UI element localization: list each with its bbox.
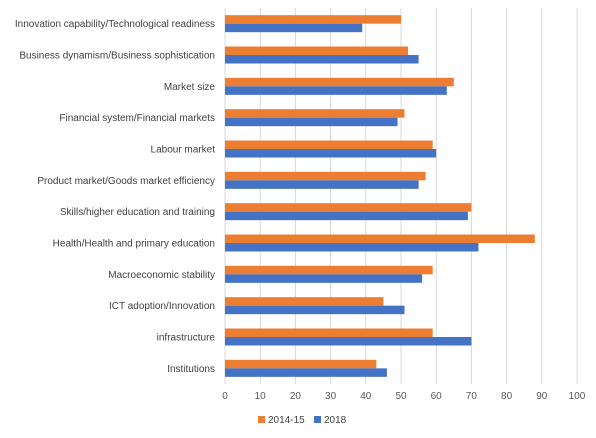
category-label: Skills/higher education and training [60, 207, 215, 218]
bar-2014-15-4 [225, 140, 433, 149]
bar-2014-15-8 [225, 265, 433, 275]
bar-2018-1 [225, 55, 419, 64]
bar-2018-5 [225, 180, 419, 189]
category-label: Innovation capability/Technological read… [15, 19, 215, 30]
gridlines [224, 8, 578, 384]
bar-2018-10 [225, 337, 472, 346]
legend-label-2014-15: 2014-15 [268, 415, 305, 426]
category-label: Product market/Goods market efficiency [37, 176, 215, 187]
bar-2014-15-5 [225, 171, 426, 181]
x-tick-label: 70 [466, 391, 478, 402]
bar-2014-15-6 [225, 203, 472, 212]
bar-2018-7 [225, 243, 479, 252]
x-tick-label: 90 [536, 391, 548, 402]
category-labels: Innovation capability/Technological read… [15, 19, 216, 375]
legend: 2014-15 2018 [258, 415, 347, 426]
x-tick-label: 100 [569, 391, 586, 402]
bar-2018-3 [225, 117, 398, 127]
category-label: Labour market [151, 145, 216, 156]
bar-2014-15-2 [225, 77, 454, 87]
bar-2014-15-7 [225, 234, 535, 243]
category-label: Macroeconomic stability [108, 270, 215, 281]
category-label: infrastructure [157, 333, 216, 344]
bar-2014-15-10 [225, 328, 433, 337]
bar-2018-6 [225, 211, 468, 221]
category-label: Health/Health and primary education [53, 239, 215, 250]
legend-swatch-2018 [314, 416, 321, 423]
bar-2014-15-11 [225, 359, 377, 369]
bar-2014-15-9 [225, 297, 384, 306]
category-label: Institutions [167, 364, 215, 375]
bar-2018-0 [225, 23, 363, 33]
bar-2014-15-3 [225, 109, 405, 118]
bars [225, 15, 535, 377]
x-tick-label: 10 [255, 391, 267, 402]
bar-2018-2 [225, 86, 447, 95]
x-tick-label: 80 [501, 391, 513, 402]
x-tick-label: 30 [325, 391, 337, 402]
bar-2018-8 [225, 274, 423, 283]
legend-label-2018: 2018 [324, 415, 347, 426]
bar-2018-11 [225, 368, 387, 377]
category-label: Financial system/Financial markets [59, 113, 215, 124]
x-tick-label: 40 [360, 391, 372, 402]
x-tick-label: 50 [395, 391, 407, 402]
bar-2018-4 [225, 149, 437, 158]
x-tick-label: 60 [431, 391, 443, 402]
legend-swatch-2014-15 [258, 416, 265, 423]
x-tick-labels: 0 10 20 30 40 50 60 70 80 90 100 [222, 391, 586, 402]
bar-2018-9 [225, 305, 405, 315]
category-label: ICT adoption/Innovation [109, 301, 215, 312]
bar-2014-15-1 [225, 46, 409, 55]
bar-2014-15-0 [225, 15, 401, 24]
category-label: Market size [164, 82, 216, 93]
category-label: Business dynamism/Business sophisticatio… [19, 51, 215, 62]
x-tick-label: 0 [222, 391, 228, 402]
x-tick-label: 20 [290, 391, 302, 402]
